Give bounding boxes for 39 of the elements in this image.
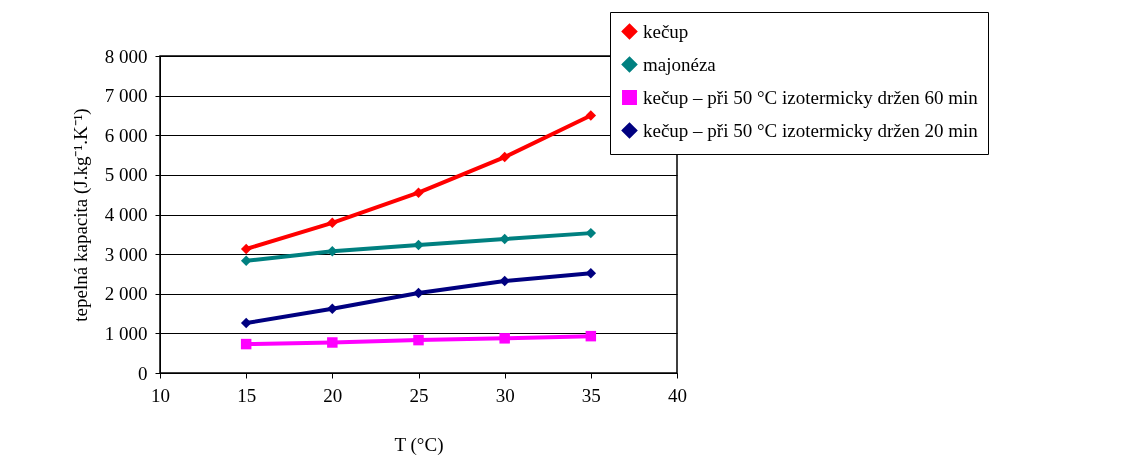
legend-label: kečup – při 50 °C izotermicky držen 20 min bbox=[643, 119, 979, 141]
y-tick-label: 2 000 bbox=[104, 283, 148, 305]
y-tick-label: 8 000 bbox=[104, 45, 148, 67]
point bbox=[240, 243, 252, 255]
x-axis-title: T (°C) bbox=[394, 433, 444, 456]
point bbox=[499, 275, 510, 287]
point bbox=[413, 239, 424, 251]
point bbox=[585, 110, 597, 121]
legend-label: majonéza bbox=[643, 53, 717, 75]
legend-label: kečup – při 50 °C izotermicky držen 60 min bbox=[643, 86, 979, 108]
y-tick-label: 3 000 bbox=[104, 243, 148, 265]
point bbox=[240, 338, 252, 350]
x-tick-label: 20 bbox=[323, 384, 343, 406]
x-tick-label: 30 bbox=[495, 384, 515, 406]
y-tick-label: 0 bbox=[138, 362, 148, 384]
legend-label: kečup bbox=[643, 20, 689, 42]
y-tick-label: 5 000 bbox=[104, 164, 148, 186]
point bbox=[413, 187, 424, 198]
y-tick-label: 1 000 bbox=[104, 322, 148, 344]
point bbox=[499, 151, 510, 163]
point bbox=[327, 303, 338, 315]
x-tick-label: 25 bbox=[409, 384, 429, 406]
y-tick-label: 6 000 bbox=[104, 124, 148, 146]
y-axis-title: tepelná kapacita (J.kg⁻¹.K⁻¹) bbox=[69, 108, 92, 322]
point bbox=[240, 317, 252, 329]
point bbox=[499, 233, 510, 245]
point bbox=[327, 337, 338, 348]
y-tick-label: 7 000 bbox=[104, 85, 148, 107]
x-tick-label: 10 bbox=[151, 384, 170, 406]
x-tick-label: 40 bbox=[668, 384, 687, 406]
point bbox=[413, 287, 424, 299]
y-tick-label: 4 000 bbox=[104, 204, 148, 225]
point bbox=[585, 227, 597, 239]
x-tick-label: 15 bbox=[237, 384, 257, 406]
x-tick-label: 35 bbox=[581, 384, 601, 406]
point bbox=[413, 334, 424, 346]
point bbox=[585, 330, 597, 342]
point bbox=[499, 333, 510, 344]
point bbox=[327, 217, 338, 229]
